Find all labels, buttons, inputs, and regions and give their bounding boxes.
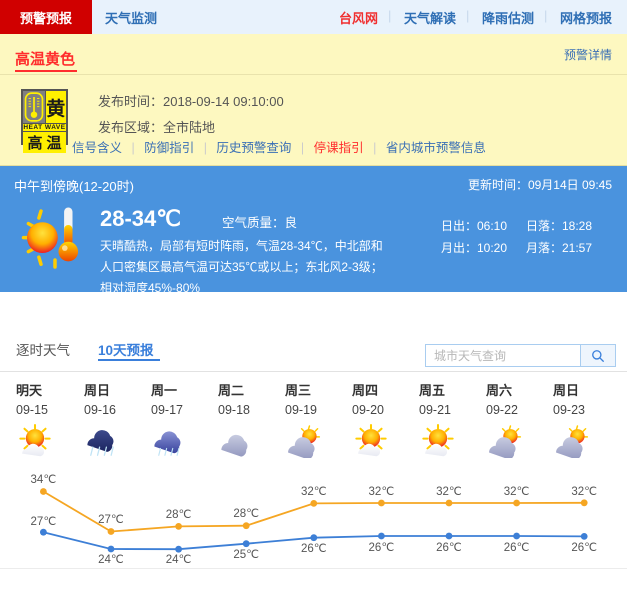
svg-text:32℃: 32℃ [504,486,530,498]
svg-text:24℃: 24℃ [166,554,192,566]
svg-text:25℃: 25℃ [233,549,259,561]
svg-text:24℃: 24℃ [98,554,124,566]
svg-text:32℃: 32℃ [369,486,395,498]
svg-text:26℃: 26℃ [504,542,530,554]
svg-text:26℃: 26℃ [369,542,395,554]
svg-text:32℃: 32℃ [301,486,327,498]
svg-text:34℃: 34℃ [31,474,57,486]
svg-text:27℃: 27℃ [31,516,57,528]
svg-text:27℃: 27℃ [98,514,124,526]
svg-text:26℃: 26℃ [301,543,327,555]
svg-text:26℃: 26℃ [436,542,462,554]
svg-text:26℃: 26℃ [571,542,597,554]
svg-text:28℃: 28℃ [233,508,259,520]
svg-text:28℃: 28℃ [166,509,192,521]
svg-text:32℃: 32℃ [436,486,462,498]
svg-text:32℃: 32℃ [571,486,597,498]
